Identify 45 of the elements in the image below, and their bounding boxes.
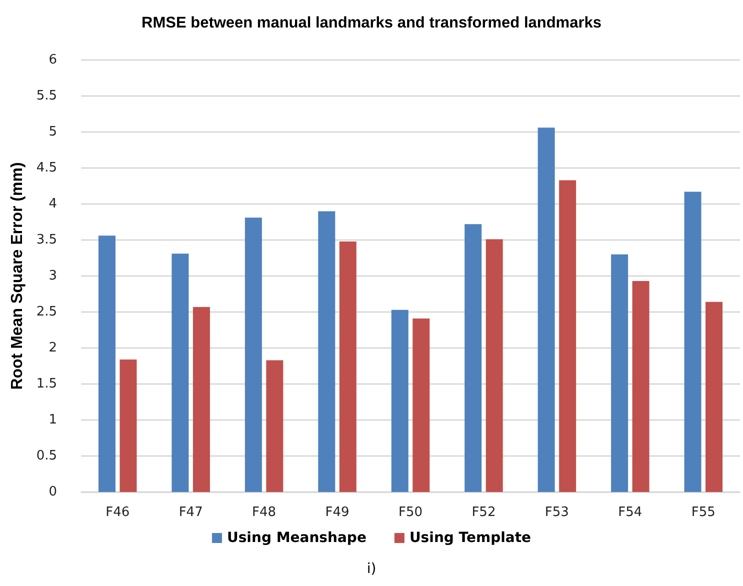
y-tick-label: 4: [48, 196, 57, 212]
x-tick-label: F50: [398, 505, 423, 520]
bar: [632, 281, 650, 492]
x-tick-label: F46: [106, 505, 130, 520]
bar: [391, 310, 408, 492]
bar: [172, 254, 189, 492]
x-tick-label: F49: [325, 505, 350, 520]
bar: [266, 360, 284, 492]
x-tick-label: F53: [544, 505, 569, 520]
x-tick-label: F55: [691, 505, 716, 520]
x-tick-label: F48: [252, 505, 276, 520]
y-tick-label: 5: [48, 124, 57, 140]
y-tick-label: 0: [48, 484, 57, 500]
text: i): [366, 561, 376, 577]
bar: [318, 211, 336, 492]
legend-label: Using Meanshape: [226, 530, 366, 546]
x-tick-label: F52: [472, 505, 496, 520]
x-tick-label: F47: [178, 505, 203, 520]
chart-title: RMSE between manual landmarks and transformed landmarks: [142, 14, 602, 32]
x-tick-label: F54: [618, 505, 642, 520]
bar: [98, 236, 116, 492]
bar: [244, 218, 262, 492]
y-axis-title: Root Mean Square Error (mm): [8, 162, 26, 390]
y-tick-label: 1: [48, 412, 57, 428]
bar: [684, 192, 702, 492]
bar: [412, 318, 430, 492]
y-tick-label: 1.5: [36, 376, 57, 392]
y-tick-label: 0.5: [36, 448, 57, 464]
y-tick-label: 3: [48, 268, 57, 284]
legend-label: Using Template: [409, 530, 532, 546]
y-tick-label: 6: [48, 52, 57, 68]
y-tick-label: 5.5: [36, 88, 57, 104]
bar: [559, 180, 576, 492]
bar: [611, 254, 628, 492]
bar: [464, 224, 482, 492]
bar: [538, 128, 555, 492]
bar: [192, 306, 210, 492]
y-tick-label: 3.5: [36, 232, 57, 248]
y-tick-label: 2: [48, 340, 57, 356]
bar: [120, 360, 137, 492]
bar: [339, 241, 356, 492]
bar: [706, 302, 723, 492]
y-tick-label: 4.5: [36, 160, 57, 176]
y-tick-label: 2.5: [36, 304, 57, 320]
bar: [486, 239, 503, 492]
